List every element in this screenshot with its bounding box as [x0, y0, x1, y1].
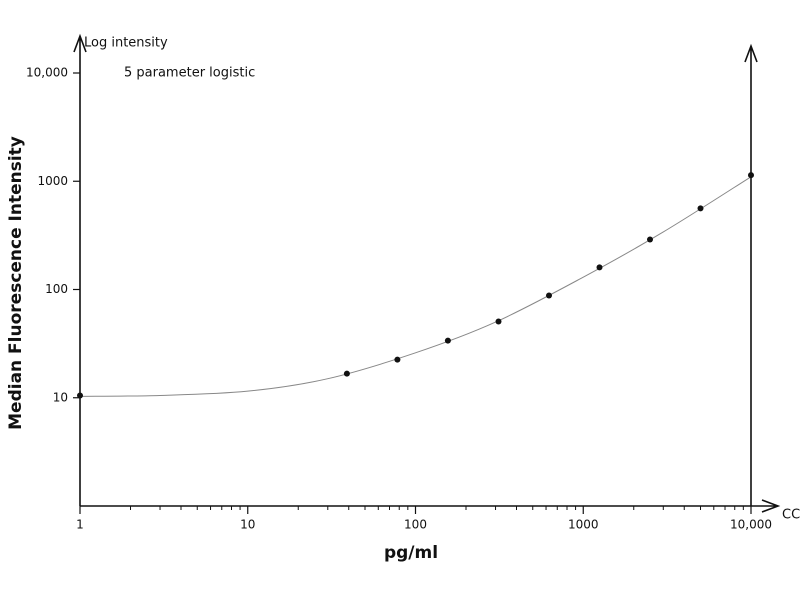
data-point: [748, 172, 754, 179]
x-tick-label: 1: [76, 518, 84, 532]
x-tick-label: 1000: [568, 518, 599, 532]
y-tick-label: 10,000: [26, 66, 68, 80]
x-axis-end-label: CC: [782, 508, 800, 523]
data-point: [77, 392, 83, 399]
x-axis: [80, 499, 781, 513]
x-tick-label: 100: [404, 518, 427, 532]
data-point: [647, 236, 654, 243]
x-tick-label: 10,000: [730, 518, 772, 532]
x-axis-title: pg/ml: [384, 543, 438, 563]
right-axis: [744, 43, 758, 506]
y-tick-label: 1000: [37, 174, 68, 188]
data-point: [394, 356, 401, 363]
y-tick-label: 10: [53, 390, 68, 404]
y-axis: [73, 33, 87, 506]
data-point: [596, 264, 603, 271]
data-point: [546, 292, 553, 299]
data-point: [495, 318, 502, 325]
data-point: [697, 205, 704, 212]
y-tick-label: 100: [45, 282, 68, 296]
axes: [73, 33, 781, 513]
data-point: [444, 337, 451, 344]
data-point: [343, 370, 350, 377]
annotation: Log intensity: [84, 36, 168, 51]
y-axis-title: Median Fluorescence Intensity: [6, 136, 26, 430]
fit-curve: [79, 176, 752, 397]
annotation: 5 parameter logistic: [124, 66, 255, 81]
x-tick-label: 10: [240, 518, 255, 532]
